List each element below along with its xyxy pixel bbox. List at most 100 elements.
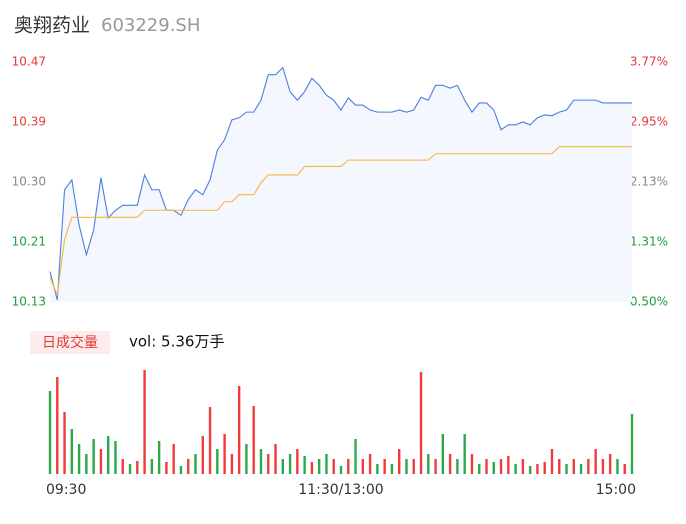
stock-name: 奥翔药业 — [14, 15, 90, 37]
volume-bar — [179, 466, 183, 474]
volume-bar — [390, 464, 394, 474]
y-tick-label: 10.30 — [12, 175, 46, 189]
volume-bar — [456, 459, 459, 474]
y-tick-label: 10.13 — [12, 295, 46, 309]
volume-bar — [376, 464, 379, 474]
volume-bar — [114, 441, 117, 474]
volume-bar — [303, 456, 306, 474]
volume-bar — [623, 464, 626, 474]
volume-bar — [339, 466, 343, 474]
x-tick-label: 11:30/13:00 — [298, 482, 383, 498]
volume-bar — [128, 464, 132, 474]
y2-tick-label: 2.95% — [630, 115, 668, 129]
volume-bar — [587, 459, 590, 474]
x-tick-label: 09:30 — [46, 482, 86, 498]
volume-bar — [208, 407, 212, 474]
price-line — [49, 66, 632, 301]
volume-bar — [230, 454, 234, 474]
volume-bar — [405, 459, 408, 474]
volume-bar — [478, 464, 481, 474]
volume-bar — [572, 459, 575, 474]
volume-bar — [528, 466, 532, 474]
volume-bar — [347, 459, 350, 474]
volume-bar — [507, 456, 510, 474]
volume-bar — [579, 464, 583, 474]
volume-bar — [281, 459, 284, 474]
volume-bar — [608, 454, 612, 474]
y-tick-label: 10.39 — [12, 115, 46, 129]
volume-bar — [136, 461, 139, 474]
volume-bar — [470, 454, 474, 474]
stock-code: 603229.SH — [101, 15, 200, 36]
volume-bar — [274, 444, 277, 474]
volume-bar — [107, 436, 110, 474]
volume-bar — [56, 377, 59, 474]
volume-bar — [601, 459, 605, 474]
volume-bar — [92, 439, 95, 474]
volume-bar — [216, 449, 219, 474]
volume-bar — [121, 459, 124, 474]
volume-bar — [267, 454, 270, 474]
volume-bar — [172, 444, 175, 474]
y-tick-label: 10.47 — [12, 55, 46, 69]
volume-bar — [99, 449, 103, 474]
volume-label: vol: 5.36万手 — [129, 333, 224, 351]
volume-bar — [492, 462, 495, 474]
volume-bar — [485, 459, 488, 474]
volume-bar — [85, 454, 88, 474]
volume-bar — [325, 454, 328, 474]
y2-tick-label: 1.31% — [630, 235, 668, 249]
volume-bar — [48, 391, 52, 474]
price-area — [50, 67, 632, 303]
volume-bar — [594, 449, 597, 474]
average-line — [49, 146, 632, 298]
volume-bar — [296, 449, 299, 474]
volume-bar — [419, 372, 423, 474]
volume-badge: 日成交量 — [42, 334, 98, 351]
x-tick-label: 15:00 — [596, 482, 636, 498]
volume-bar — [70, 429, 74, 474]
volume-bar — [259, 449, 263, 474]
volume-bar — [194, 454, 197, 474]
volume-bar — [412, 459, 415, 474]
volume-bar — [558, 459, 561, 474]
volume-bar — [536, 464, 539, 474]
volume-bar — [165, 462, 168, 474]
y2-tick-label: 0.50% — [630, 295, 668, 309]
volume-bar — [245, 444, 248, 474]
volume-bar — [332, 459, 335, 474]
volume-bar — [187, 459, 190, 474]
volume-bar — [223, 434, 226, 474]
volume-bar — [514, 464, 517, 474]
volume-bar — [463, 434, 466, 474]
y2-tick-label: 3.77% — [630, 55, 668, 69]
volume-bar — [550, 449, 554, 474]
volume-bar — [434, 459, 437, 474]
volume-bar — [448, 454, 452, 474]
volume-bar — [361, 459, 365, 474]
volume-bar — [441, 434, 445, 474]
volume-bar — [252, 406, 255, 474]
volume-bar — [565, 464, 568, 474]
volume-bar — [368, 454, 372, 474]
volume-bar — [630, 414, 634, 474]
volume-bar — [77, 444, 81, 474]
y2-tick-label: 2.13% — [630, 175, 668, 189]
volume-bar — [63, 412, 66, 474]
volume-bar — [521, 459, 525, 474]
volume-bar — [317, 459, 321, 474]
volume-bar — [383, 459, 386, 474]
volume-bar — [310, 462, 314, 474]
y-tick-label: 10.21 — [12, 235, 46, 249]
volume-bar — [354, 439, 357, 474]
volume-badge-bg — [30, 331, 110, 354]
volume-bar — [150, 459, 154, 474]
volume-bar — [288, 454, 292, 474]
volume-bar — [616, 459, 619, 474]
volume-bar — [201, 436, 204, 474]
volume-bar — [237, 386, 241, 474]
volume-bar — [398, 449, 401, 474]
volume-bar — [543, 462, 546, 474]
volume-bar — [427, 454, 430, 474]
